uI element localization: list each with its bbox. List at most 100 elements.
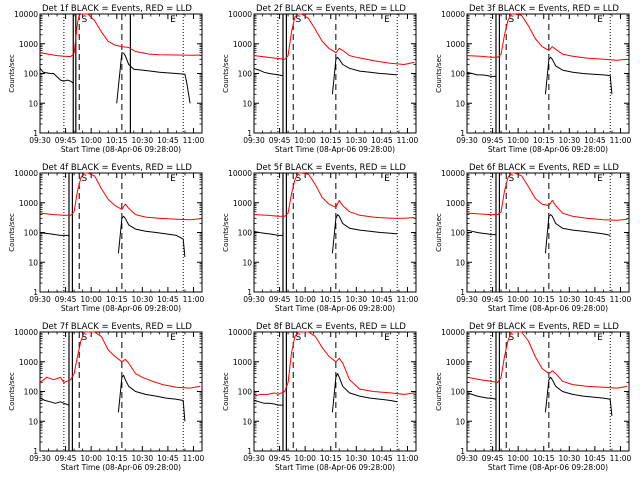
x-tick-label: 10:45 [157, 454, 179, 463]
panel-det-2: Det 2f BLACK = Events, RED = LLD 1 10 100 10… [222, 4, 419, 154]
x-tick-label: 10:00 [80, 454, 102, 463]
panel-det-5: Det 5f BLACK = Events, RED = LLD 1 10 100 10… [222, 163, 419, 313]
y-tick-label: 10000 [228, 169, 252, 178]
y-tick-label: 1000 [19, 40, 38, 49]
panel-title: Det 4f BLACK = Events, RED = LLD [42, 163, 192, 173]
plot-frame [253, 13, 417, 134]
start-marker-label: S [508, 333, 514, 343]
events-series-line [39, 232, 69, 236]
lld-series-line [39, 331, 201, 389]
x-axis-label: Start Time (08-Apr-06 09:28:00) [275, 463, 395, 472]
x-tick-label: 10:45 [584, 454, 606, 463]
events-series-line [331, 373, 398, 413]
x-tick-label: 09:45 [55, 454, 77, 463]
x-tick-label: 09:30 [243, 136, 265, 145]
y-tick-label: 1000 [446, 199, 465, 208]
lld-series-line [253, 172, 415, 219]
y-tick-label: 10 [455, 99, 465, 108]
x-tick-label: 10:30 [132, 295, 154, 304]
y-tick-label: 10 [28, 417, 38, 426]
x-tick-label: 10:15 [106, 295, 128, 304]
y-tick-label: 100 [451, 70, 466, 79]
x-tick-label: 09:30 [29, 136, 51, 145]
x-tick-label: 10:00 [294, 295, 316, 304]
events-series-line [544, 214, 611, 254]
x-axis-label: Start Time (08-Apr-06 09:28:00) [488, 145, 608, 154]
x-tick-label: 10:00 [507, 295, 529, 304]
events-series-line [117, 374, 186, 422]
lld-series-line [39, 13, 201, 58]
x-tick-label: 10:45 [371, 454, 393, 463]
x-tick-label: 09:45 [55, 295, 77, 304]
start-marker-label: S [508, 15, 514, 25]
y-axis-label: Counts/sec [435, 54, 443, 93]
x-axis-label: Start Time (08-Apr-06 09:28:00) [488, 463, 608, 472]
x-tick-label: 10:15 [320, 295, 342, 304]
x-tick-label: 11:00 [610, 295, 632, 304]
events-series-line [253, 400, 283, 406]
panel-title: Det 9f BLACK = Events, RED = LLD [469, 322, 619, 332]
panel-det-4: Det 4f BLACK = Events, RED = LLD 1 10 100 10… [8, 163, 205, 313]
y-tick-label: 1000 [19, 199, 38, 208]
lld-series-line [466, 13, 628, 61]
panel-det-7: Det 7f BLACK = Events, RED = LLD 1 10 100 10… [8, 322, 205, 472]
panel-title: Det 1f BLACK = Events, RED = LLD [42, 4, 192, 14]
y-tick-label: 100 [451, 388, 466, 397]
y-tick-label: 1 [460, 288, 465, 297]
events-series-line [253, 67, 284, 77]
y-axis-label: Counts/sec [222, 54, 230, 93]
y-tick-label: 100 [238, 70, 253, 79]
x-tick-label: 10:30 [559, 295, 581, 304]
x-tick-label: 10:00 [507, 454, 529, 463]
y-tick-label: 100 [24, 229, 39, 238]
y-tick-label: 1 [247, 447, 252, 456]
start-marker-label: S [81, 333, 87, 343]
events-series-line [331, 56, 398, 95]
y-tick-label: 10 [455, 258, 465, 267]
x-tick-label: 10:00 [80, 136, 102, 145]
plot-frame [39, 331, 203, 452]
y-tick-label: 1000 [233, 358, 252, 367]
x-tick-label: 10:45 [584, 136, 606, 145]
x-axis-label: Start Time (08-Apr-06 09:28:00) [61, 463, 181, 472]
x-tick-label: 11:00 [610, 136, 632, 145]
events-series-line [116, 52, 191, 104]
x-tick-label: 11:00 [397, 136, 419, 145]
plot-frame [466, 172, 630, 293]
y-tick-label: 10 [242, 258, 252, 267]
y-tick-label: 10000 [441, 169, 465, 178]
x-tick-label: 10:15 [533, 136, 555, 145]
x-tick-label: 10:30 [559, 136, 581, 145]
lld-series-line [253, 331, 415, 397]
events-series-line [39, 67, 74, 85]
events-series-line [117, 215, 186, 258]
events-series-line [466, 392, 497, 400]
x-tick-label: 11:00 [183, 454, 205, 463]
y-tick-label: 1 [247, 129, 252, 138]
x-tick-label: 10:30 [346, 295, 368, 304]
y-tick-label: 10000 [14, 10, 38, 19]
x-tick-label: 10:30 [132, 454, 154, 463]
x-tick-label: 09:45 [269, 136, 291, 145]
y-tick-label: 1 [247, 288, 252, 297]
lld-series-line [466, 331, 628, 389]
x-tick-label: 10:00 [507, 136, 529, 145]
y-tick-label: 10000 [441, 10, 465, 19]
panel-title: Det 7f BLACK = Events, RED = LLD [42, 322, 192, 332]
y-axis-label: Counts/sec [8, 372, 16, 411]
y-tick-label: 10000 [14, 328, 38, 337]
x-tick-label: 10:15 [106, 454, 128, 463]
start-marker-label: S [81, 15, 87, 25]
end-marker-label: E [170, 333, 176, 343]
x-tick-label: 11:00 [183, 295, 205, 304]
plot-frame [39, 172, 203, 293]
x-tick-label: 10:15 [533, 295, 555, 304]
panel-det-6: Det 6f BLACK = Events, RED = LLD 1 10 100 10… [435, 163, 632, 313]
y-tick-label: 1 [33, 447, 38, 456]
y-tick-label: 100 [24, 388, 39, 397]
y-tick-label: 1000 [233, 199, 252, 208]
x-tick-label: 10:15 [320, 136, 342, 145]
x-tick-label: 09:30 [456, 136, 478, 145]
x-tick-label: 10:45 [584, 295, 606, 304]
